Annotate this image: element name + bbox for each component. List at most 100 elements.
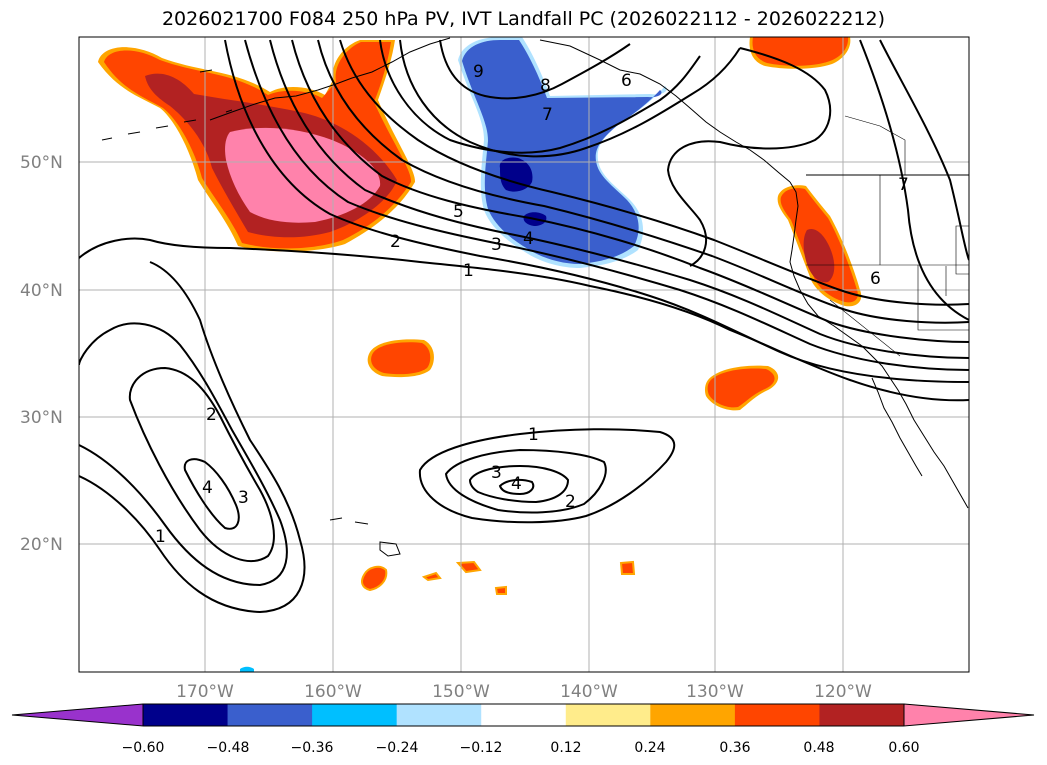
pv-anomaly-hawaii-1	[361, 565, 388, 592]
pv-positive-anomalies	[98, 37, 862, 595]
contour-north-3	[244, 39, 969, 371]
coastline-hawaii	[329, 517, 401, 557]
colorbar-segment	[312, 704, 398, 726]
contour-label: 4	[523, 229, 534, 249]
pv-anomaly-west-coast-brown	[803, 228, 835, 283]
colorbar-segment	[227, 704, 313, 726]
colorbar-segment	[819, 704, 905, 726]
contour-label: 2	[390, 232, 401, 252]
colorbar-segment	[143, 704, 229, 726]
colorbar-tick-label: −0.36	[291, 740, 334, 756]
pv-anomaly-hawaii-5	[619, 560, 636, 575]
pv-anomaly-negative-navy-1	[499, 157, 533, 192]
contour-north-7	[339, 39, 969, 306]
contour-west-2	[79, 322, 288, 587]
colorbar-segment	[734, 704, 821, 726]
lon-label: 120°W	[814, 682, 872, 702]
contour-west-4	[183, 458, 240, 530]
colorbar-tick-label: 0.24	[634, 740, 665, 756]
contour-label: 4	[202, 478, 213, 498]
colorbar-tick-label: 0.48	[803, 740, 834, 756]
lat-label: 20°N	[20, 535, 63, 555]
contour-label: 9	[473, 62, 484, 82]
pv-anomaly-hawaii-2	[421, 571, 442, 582]
lon-label: 170°W	[176, 682, 234, 702]
colorbar-segments	[12, 704, 1034, 726]
contour-label: 7	[898, 175, 909, 195]
contour-label: 2	[565, 492, 576, 512]
contour-label: 3	[491, 463, 502, 483]
contour-label: 4	[511, 474, 522, 494]
contour-label: 1	[155, 527, 166, 547]
contour-north-2	[224, 39, 969, 383]
pv-anomaly-east-pacific-core	[707, 368, 775, 408]
colorbar-segment	[650, 704, 736, 726]
colorbar-segment	[565, 704, 651, 726]
contour-north-1	[79, 237, 969, 402]
contour-east-7	[879, 39, 969, 261]
contour-north-6	[317, 39, 969, 324]
colorbar-extend-low	[12, 704, 143, 726]
ivt-contours	[79, 39, 969, 614]
contour-north-5	[291, 39, 969, 343]
coastline-west-coast	[789, 181, 969, 509]
lon-label: 160°W	[304, 682, 362, 702]
longitude-labels: 170°W 160°W 150°W 140°W 130°W 120°W	[176, 682, 872, 702]
colorbar-tick-label: −0.12	[460, 740, 503, 756]
contour-label: 2	[206, 405, 217, 425]
lon-label: 150°W	[432, 682, 490, 702]
contour-west-1	[79, 261, 306, 614]
contour-east-6	[859, 39, 969, 321]
contour-label: 7	[542, 105, 553, 125]
contour-label: 1	[463, 261, 474, 281]
contour-hawaii-2	[444, 448, 607, 514]
pv-anomaly-hawaii-3	[455, 560, 482, 574]
pv-anomaly-hawaii-4	[494, 585, 507, 595]
coastline-alaska-peninsula	[209, 37, 451, 121]
contour-ring-8	[379, 39, 701, 154]
contour-north-4	[269, 39, 969, 359]
map-frame	[78, 36, 970, 673]
figure-title: 2026021700 F084 250 hPa PV, IVT Landfall…	[161, 8, 886, 30]
contour-east-loop	[666, 47, 832, 267]
lat-label: 50°N	[20, 153, 63, 173]
colorbar-tick-label: −0.24	[376, 740, 419, 756]
border-us-states-1	[806, 175, 969, 331]
lon-label: 140°W	[560, 682, 618, 702]
contour-label: 6	[870, 269, 881, 289]
coastline-baja	[871, 377, 923, 477]
pv-anomaly-mid-pacific-core	[371, 342, 431, 375]
contour-hawaii-1	[418, 428, 676, 524]
pv-anomaly-aleutian-pink	[225, 127, 381, 223]
contour-ring-9	[439, 39, 631, 100]
contour-label: 5	[453, 202, 464, 222]
colorbar-tick-labels: −0.60 −0.48 −0.36 −0.24 −0.12 0.12 0.24 …	[122, 740, 920, 756]
colorbar-segment	[481, 704, 567, 726]
contour-label: 6	[621, 71, 632, 91]
colorbar-tick-label: 0.60	[888, 740, 919, 756]
colorbar-tick-label: 0.12	[550, 740, 581, 756]
contour-label: 3	[238, 488, 249, 508]
map-panel: 9 8 7 6 5 4 3 2 1 1 6 7 2 3 4 1 1 2 3 4	[79, 37, 969, 672]
colorbar-tick-label: −0.60	[122, 740, 165, 756]
contour-west-3	[128, 366, 275, 562]
coastlines	[101, 37, 969, 557]
contour-labels: 9 8 7 6 5 4 3 2 1 1 6 7 2 3 4 1 1 2 3 4	[155, 62, 909, 547]
lat-label: 40°N	[20, 281, 63, 301]
contour-hawaii-3	[468, 464, 570, 504]
lat-label: 30°N	[20, 408, 63, 428]
contour-ring-7	[399, 39, 741, 158]
latitude-labels: 50°N 40°N 30°N 20°N	[20, 153, 63, 555]
pv-anomaly-negative-small	[240, 666, 254, 672]
coastline-gulf-of-alaska	[539, 39, 791, 183]
contour-label: 3	[491, 235, 502, 255]
colorbar-outline	[11, 703, 1035, 727]
colorbar-extend-high	[904, 704, 1034, 726]
lon-label: 130°W	[686, 682, 744, 702]
contour-label: 1	[528, 425, 539, 445]
colorbar: −0.60 −0.48 −0.36 −0.24 −0.12 0.12 0.24 …	[11, 703, 1035, 756]
colorbar-tick-label: −0.48	[207, 740, 250, 756]
colorbar-tick-label: 0.36	[719, 740, 750, 756]
colorbar-segment	[396, 704, 482, 726]
